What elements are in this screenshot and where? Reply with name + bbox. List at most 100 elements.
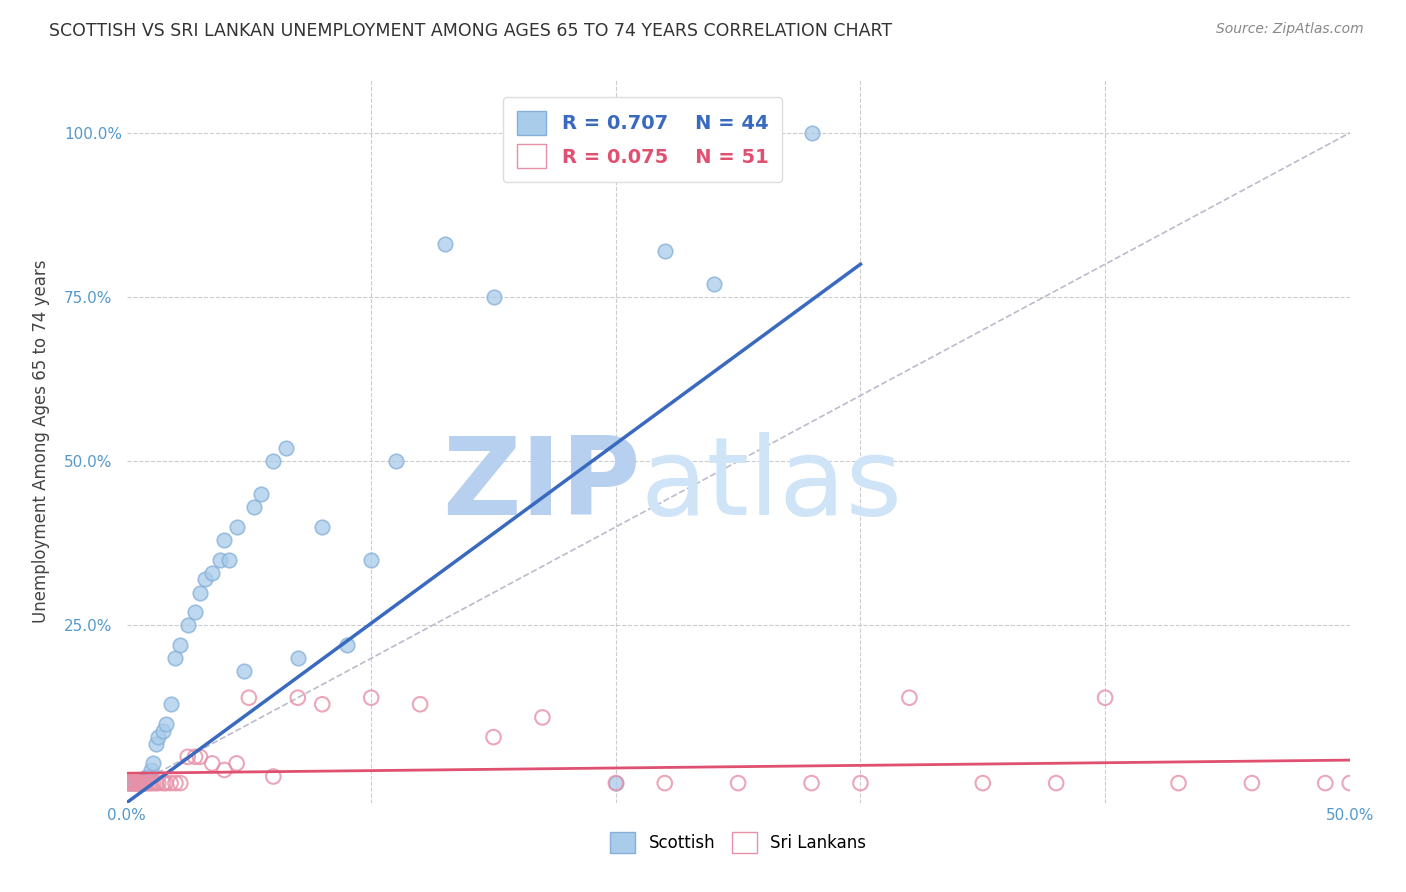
Point	[311, 698, 333, 712]
Point	[125, 776, 148, 790]
Point	[125, 776, 148, 790]
Point	[129, 776, 152, 790]
Point	[118, 776, 141, 790]
Point	[311, 520, 333, 534]
Point	[128, 776, 150, 790]
Point	[1240, 776, 1263, 790]
Point	[751, 126, 773, 140]
Point	[201, 756, 224, 771]
Point	[138, 770, 160, 784]
Point	[132, 776, 155, 790]
Point	[177, 749, 200, 764]
Point	[287, 651, 309, 665]
Point	[120, 776, 142, 790]
Point	[433, 237, 456, 252]
Point	[169, 638, 191, 652]
Point	[800, 776, 823, 790]
Point	[654, 776, 676, 790]
Point	[129, 776, 152, 790]
Text: Source: ZipAtlas.com: Source: ZipAtlas.com	[1216, 22, 1364, 37]
Point	[148, 776, 170, 790]
Point	[188, 585, 211, 599]
Point	[849, 776, 872, 790]
Point	[336, 638, 359, 652]
Point	[122, 776, 145, 790]
Point	[360, 553, 382, 567]
Point	[135, 776, 157, 790]
Point	[384, 454, 406, 468]
Point	[129, 776, 152, 790]
Point	[262, 770, 284, 784]
Point	[145, 776, 167, 790]
Legend: Scottish, Sri Lankans: Scottish, Sri Lankans	[603, 826, 873, 860]
Point	[142, 756, 165, 771]
Point	[531, 710, 554, 724]
Point	[482, 730, 505, 744]
Point	[165, 776, 187, 790]
Point	[208, 553, 231, 567]
Point	[360, 690, 382, 705]
Point	[703, 277, 725, 291]
Point	[1167, 776, 1189, 790]
Point	[155, 776, 177, 790]
Point	[128, 776, 150, 790]
Point	[214, 763, 236, 777]
Point	[1339, 776, 1361, 790]
Point	[409, 698, 432, 712]
Point	[1094, 690, 1116, 705]
Point	[135, 770, 157, 784]
Point	[214, 533, 236, 547]
Point	[898, 690, 921, 705]
Point	[122, 776, 145, 790]
Point	[262, 454, 284, 468]
Text: SCOTTISH VS SRI LANKAN UNEMPLOYMENT AMONG AGES 65 TO 74 YEARS CORRELATION CHART: SCOTTISH VS SRI LANKAN UNEMPLOYMENT AMON…	[49, 22, 893, 40]
Point	[238, 690, 260, 705]
Point	[139, 763, 162, 777]
Point	[482, 290, 505, 304]
Point	[152, 776, 174, 790]
Point	[800, 126, 823, 140]
Point	[152, 723, 174, 738]
Point	[242, 500, 264, 515]
Point	[184, 605, 207, 619]
Point	[287, 690, 309, 705]
Point	[194, 573, 217, 587]
Point	[139, 776, 162, 790]
Point	[159, 698, 181, 712]
Text: atlas: atlas	[640, 432, 903, 538]
Point	[155, 717, 177, 731]
Point	[128, 776, 150, 790]
Point	[118, 776, 141, 790]
Point	[201, 566, 224, 580]
Point	[605, 776, 627, 790]
Point	[218, 553, 240, 567]
Point	[165, 651, 187, 665]
Point	[1045, 776, 1067, 790]
Point	[727, 776, 749, 790]
Point	[972, 776, 994, 790]
Point	[233, 665, 256, 679]
Point	[250, 487, 273, 501]
Point	[120, 776, 142, 790]
Point	[225, 756, 247, 771]
Y-axis label: Unemployment Among Ages 65 to 74 years: Unemployment Among Ages 65 to 74 years	[32, 260, 51, 624]
Point	[148, 730, 170, 744]
Point	[122, 776, 145, 790]
Point	[1315, 776, 1337, 790]
Point	[125, 776, 148, 790]
Point	[184, 749, 207, 764]
Text: ZIP: ZIP	[441, 432, 640, 538]
Point	[145, 737, 167, 751]
Point	[274, 441, 297, 455]
Point	[138, 776, 160, 790]
Point	[118, 776, 141, 790]
Point	[654, 244, 676, 258]
Point	[225, 520, 247, 534]
Point	[177, 618, 200, 632]
Point	[605, 776, 627, 790]
Point	[120, 776, 142, 790]
Point	[132, 776, 155, 790]
Point	[169, 776, 191, 790]
Point	[142, 776, 165, 790]
Point	[188, 749, 211, 764]
